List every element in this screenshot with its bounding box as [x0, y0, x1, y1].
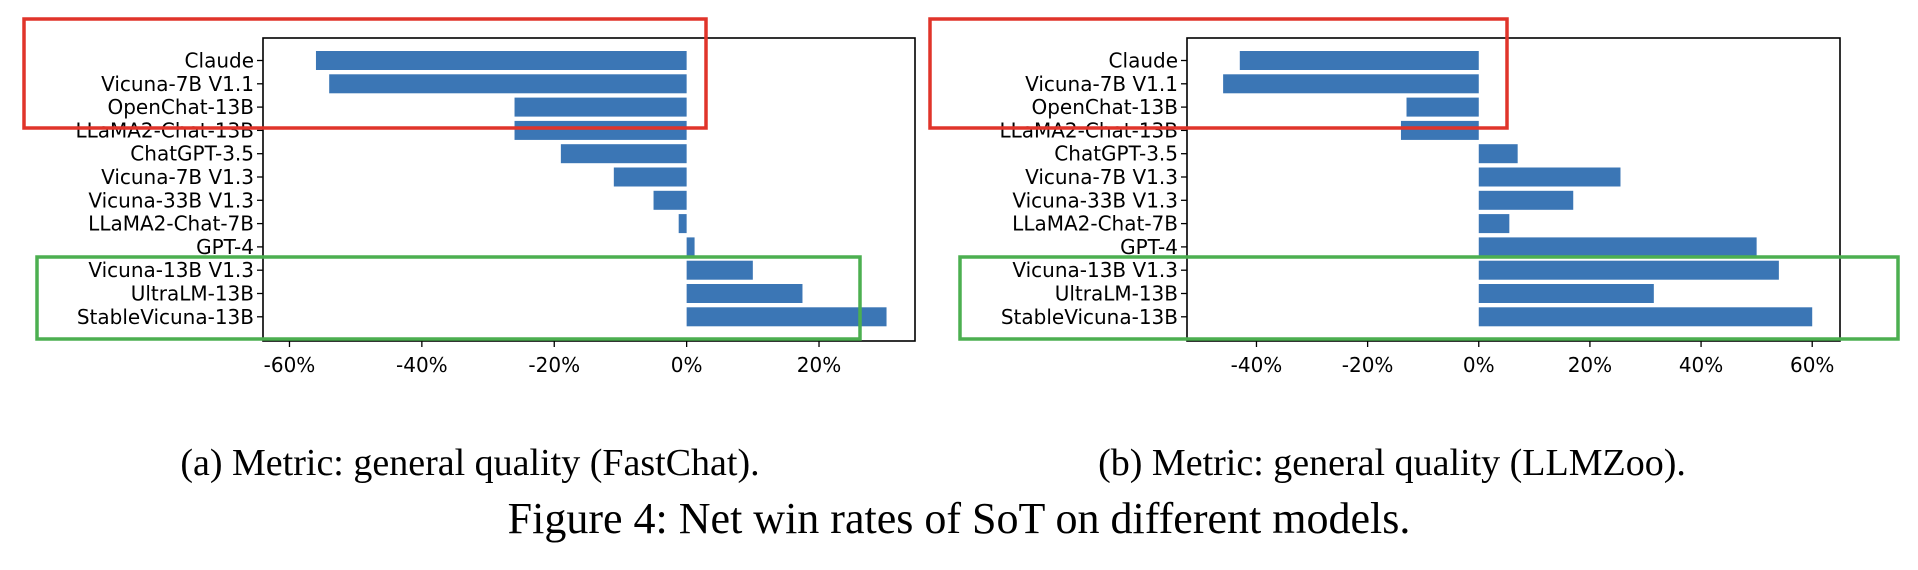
panel-b-bar-9 — [1478, 260, 1779, 280]
panel-a-bar-8 — [686, 237, 695, 257]
panel-b-xtick-label: 0% — [1463, 353, 1495, 377]
panel-b-green-highlight-box — [958, 255, 1900, 341]
panel-b-category-label: Vicuna-7B V1.3 — [1025, 165, 1178, 189]
panel-b-category-label: ChatGPT-3.5 — [1054, 142, 1178, 166]
panel-b-category-label: UltraLM-13B — [1055, 282, 1178, 306]
panel-a-category-label: LLaMA2-Chat-13B — [75, 118, 254, 142]
figure-caption: Figure 4: Net win rates of SoT on differ… — [508, 494, 1411, 543]
panel-a-xtick-label: -60% — [264, 353, 316, 377]
panel-b-category-label: LLaMA2-Chat-13B — [999, 118, 1178, 142]
panel-a-bar-2 — [514, 97, 687, 117]
panel-a-bar-4 — [560, 144, 687, 164]
panel-a-category-label: Vicuna-7B V1.1 — [101, 72, 254, 96]
panel-a-category-label: OpenChat-13B — [107, 95, 254, 119]
panel-a-category-label: Vicuna-33B V1.3 — [88, 188, 254, 212]
panel-b-xtick-label: 20% — [1568, 353, 1612, 377]
panel-a-bar-1 — [329, 74, 687, 94]
panel-b-bar-7 — [1478, 214, 1510, 234]
panel-a-bar-6 — [653, 190, 687, 210]
panel-b-caption: (b) Metric: general quality (LLMZoo). — [1098, 442, 1686, 484]
panel-b-bar-2 — [1406, 97, 1479, 117]
panel-b-category-label: Vicuna-13B V1.3 — [1012, 258, 1178, 282]
panel-a-bar-10 — [686, 284, 803, 303]
panel-a-category-label: UltraLM-13B — [131, 282, 254, 306]
panel-a-category-label: Vicuna-7B V1.3 — [101, 165, 254, 189]
panel-a-bar-11 — [686, 307, 887, 327]
panel-b-bar-0 — [1239, 51, 1479, 70]
panel-b-category-label: Vicuna-7B V1.1 — [1025, 72, 1178, 96]
panel-b-bar-3 — [1400, 120, 1479, 140]
panel-a-xtick-label: 20% — [797, 353, 841, 377]
panel-a-xtick-label: 0% — [671, 353, 703, 377]
panel-b-bar-4 — [1478, 144, 1518, 164]
panel-a-bar-0 — [315, 51, 687, 70]
panel-b-bar-6 — [1478, 190, 1574, 210]
panel-a-green-highlight-box — [35, 255, 862, 341]
panel-b-category-label: Vicuna-33B V1.3 — [1012, 188, 1178, 212]
panel-b-xtick-label: 40% — [1679, 353, 1723, 377]
panel-b-category-label: StableVicuna-13B — [1001, 305, 1178, 329]
panel-b-xtick-label: -20% — [1342, 353, 1394, 377]
panel-a-category-label: StableVicuna-13B — [77, 305, 254, 329]
panel-b-bar-10 — [1478, 284, 1654, 303]
panel-a-category-label: Vicuna-13B V1.3 — [88, 258, 254, 282]
panel-b-xtick-label: -40% — [1231, 353, 1283, 377]
panel-a-bar-3 — [514, 120, 687, 140]
panel-a-category-label: ChatGPT-3.5 — [130, 142, 254, 166]
panel-a-xtick-label: -20% — [528, 353, 580, 377]
panel-b-bar-1 — [1223, 74, 1479, 94]
panel-b-category-label: Claude — [1109, 49, 1178, 73]
panel-b-red-highlight-box — [928, 17, 1509, 130]
panel-a-category-label: GPT-4 — [196, 235, 254, 259]
panel-b-bar-11 — [1478, 307, 1813, 327]
panel-a-category-label: LLaMA2-Chat-7B — [88, 212, 254, 236]
panel-a-bar-7 — [678, 214, 687, 234]
panel-b-category-label: GPT-4 — [1120, 235, 1178, 259]
panel-b-category-label: OpenChat-13B — [1031, 95, 1178, 119]
panel-a-bar-5 — [613, 167, 687, 187]
panel-b-bar-8 — [1478, 237, 1757, 257]
panel-a-caption: (a) Metric: general quality (FastChat). — [180, 442, 759, 484]
panel-a-axes-frame — [262, 37, 916, 342]
panel-b-axes-frame — [1186, 37, 1841, 342]
panel-a-category-label: Claude — [185, 49, 254, 73]
panel-b-xtick-label: 60% — [1790, 353, 1834, 377]
panel-a-xtick-label: -40% — [396, 353, 448, 377]
panel-a-bar-9 — [686, 260, 753, 280]
panel-a-red-highlight-box — [22, 17, 708, 130]
panel-b-category-label: LLaMA2-Chat-7B — [1012, 212, 1178, 236]
panel-b-bar-5 — [1478, 167, 1621, 187]
